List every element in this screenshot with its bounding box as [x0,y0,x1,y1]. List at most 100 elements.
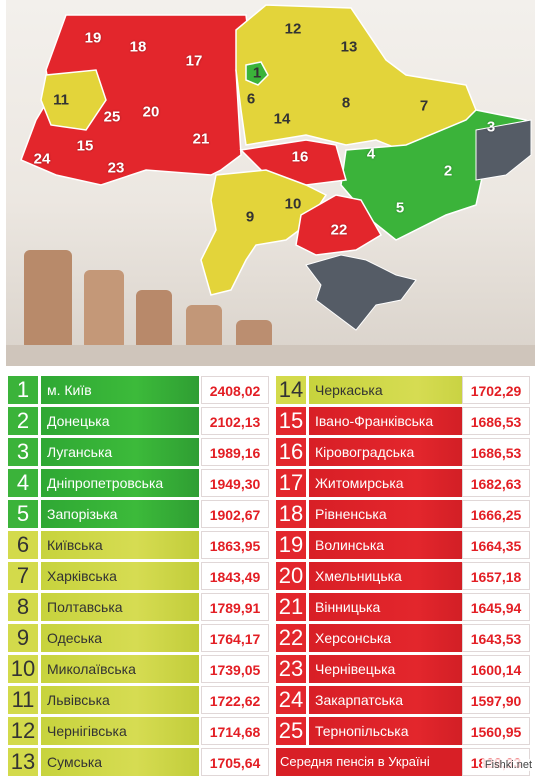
map-label: 14 [273,110,291,128]
pension-value: 1686,53 [462,438,530,466]
region-name: м. Київ [41,376,199,404]
map-label: 4 [366,145,376,163]
pension-value: 1722,62 [201,686,269,714]
region-name: Хмельницька [309,562,489,590]
rank-number: 1 [8,376,38,404]
rank-number: 20 [276,562,306,590]
pension-value: 1657,18 [462,562,530,590]
rank-number: 18 [276,500,306,528]
rank-number: 15 [276,407,306,435]
pension-value: 1600,14 [462,655,530,683]
rank-number: 5 [8,500,38,528]
pension-value: 1664,35 [462,531,530,559]
map-label: 20 [142,103,160,121]
map-label: 15 [76,137,94,155]
rank-number: 22 [276,624,306,652]
watermark: Fishki.net [481,759,535,771]
rank-number: 24 [276,686,306,714]
rank-number: 19 [276,531,306,559]
pension-value: 1989,16 [201,438,269,466]
rank-number: 4 [8,469,38,497]
region-name: Сумська [41,748,199,776]
map-label: 24 [33,150,51,168]
map-label: 9 [245,208,255,226]
region-name: Кіровоградська [309,438,489,466]
pension-value: 1863,95 [201,531,269,559]
rank-number: 10 [8,655,38,683]
map-label: 16 [291,148,309,166]
rank-number: 12 [8,717,38,745]
map-label: 11 [53,91,69,109]
rank-number: 23 [276,655,306,683]
average-label: Середня пенсія в Україні [276,748,462,776]
region-name: Тернопільська [309,717,489,745]
pension-value: 2102,13 [201,407,269,435]
pension-value: 1902,67 [201,500,269,528]
map-label: 23 [107,159,125,177]
coin-stacks-image [6,250,535,366]
region-name: Миколаївська [41,655,199,683]
map-label: 3 [486,118,496,136]
map-label: 22 [330,221,348,239]
rank-number: 9 [8,624,38,652]
ukraine-map: 19 18 17 12 13 1 11 6 8 7 25 20 14 3 21 … [6,0,535,366]
pension-value: 1645,94 [462,593,530,621]
map-label: 6 [246,90,256,108]
pension-value: 1714,68 [201,717,269,745]
region-name: Одеська [41,624,199,652]
region-name: Львівська [41,686,199,714]
rank-number: 11 [8,686,38,714]
pension-value: 1597,90 [462,686,530,714]
rank-number: 8 [8,593,38,621]
map-label: 2 [443,162,453,180]
map-label: 7 [419,97,429,115]
map-label: 12 [284,20,302,38]
rank-number: 14 [276,376,306,404]
map-label: 17 [185,52,203,70]
region-name: Вінницька [309,593,489,621]
map-label: 25 [103,108,121,126]
region-name: Дніпропетровська [41,469,199,497]
rank-number: 7 [8,562,38,590]
map-label: 21 [192,130,210,148]
map-region-yellow-north [235,4,477,151]
pension-value: 1949,30 [201,469,269,497]
map-label: 13 [340,38,358,56]
rank-number: 17 [276,469,306,497]
region-name: Полтавська [41,593,199,621]
rank-number: 16 [276,438,306,466]
pension-value: 1843,49 [201,562,269,590]
map-label: 1 [252,64,262,82]
pension-value: 2408,02 [201,376,269,404]
map-region-crimea [305,254,417,331]
map-label: 19 [84,29,102,47]
rank-number: 3 [8,438,38,466]
pension-value: 1789,91 [201,593,269,621]
region-name: Житомирська [309,469,489,497]
region-name: Херсонська [309,624,489,652]
region-name: Київська [41,531,199,559]
region-name: Закарпатська [309,686,489,714]
region-name: Харківська [41,562,199,590]
map-label: 5 [395,199,405,217]
rank-number: 2 [8,407,38,435]
region-name: Донецька [41,407,199,435]
map-svg [6,4,535,366]
map-label: 10 [284,195,302,213]
region-name: Запорізька [41,500,199,528]
region-name: Рівненська [309,500,489,528]
rank-number: 13 [8,748,38,776]
map-label: 8 [341,94,351,112]
region-name: Чернівецька [309,655,489,683]
map-region-occupied-east [475,119,532,181]
rank-number: 6 [8,531,38,559]
region-name: Івано-Франківська [309,407,489,435]
pension-value: 1764,17 [201,624,269,652]
region-name: Луганська [41,438,199,466]
pension-value: 1686,53 [462,407,530,435]
pension-value: 1643,53 [462,624,530,652]
map-label: 18 [129,38,147,56]
pension-value: 1705,64 [201,748,269,776]
pension-value: 1560,95 [462,717,530,745]
map-region-green-kyiv [245,61,269,86]
